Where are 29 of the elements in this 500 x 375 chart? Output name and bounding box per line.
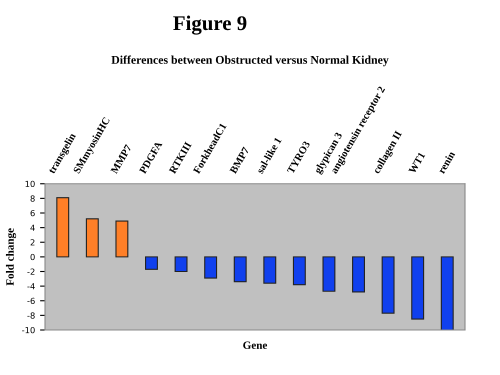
chart-title: Figure 9	[173, 16, 246, 35]
bar	[382, 256, 395, 314]
y-tick-label: -8	[27, 312, 35, 319]
bar	[263, 256, 276, 284]
y-tick-label: -4	[27, 283, 35, 290]
y-tick-label: 6	[30, 210, 35, 216]
y-tick-label: 0	[30, 254, 35, 260]
y-tick-label: -10	[22, 326, 35, 334]
bar	[86, 218, 99, 258]
y-tick-label: 10	[26, 180, 35, 188]
y-tick-label: 8	[30, 195, 35, 202]
bar	[115, 220, 128, 258]
y-tick-label: -2	[27, 268, 34, 275]
bar	[145, 256, 158, 270]
bar	[322, 256, 336, 292]
y-tick-label: -6	[27, 298, 35, 304]
bar	[56, 197, 70, 258]
bar	[204, 256, 218, 279]
chart-subtitle: Differences between Obstructed versus Normal Kidney	[111, 55, 389, 66]
bar	[292, 256, 306, 286]
bar	[174, 256, 188, 272]
bar	[411, 256, 424, 320]
y-axis-title: Fold change	[6, 228, 16, 286]
bar	[234, 256, 247, 282]
x-axis-title: Gene	[243, 341, 268, 349]
bar	[440, 256, 454, 330]
bar	[352, 256, 365, 293]
y-tick-label: 4	[30, 224, 35, 231]
y-tick-label: 2	[30, 239, 34, 246]
